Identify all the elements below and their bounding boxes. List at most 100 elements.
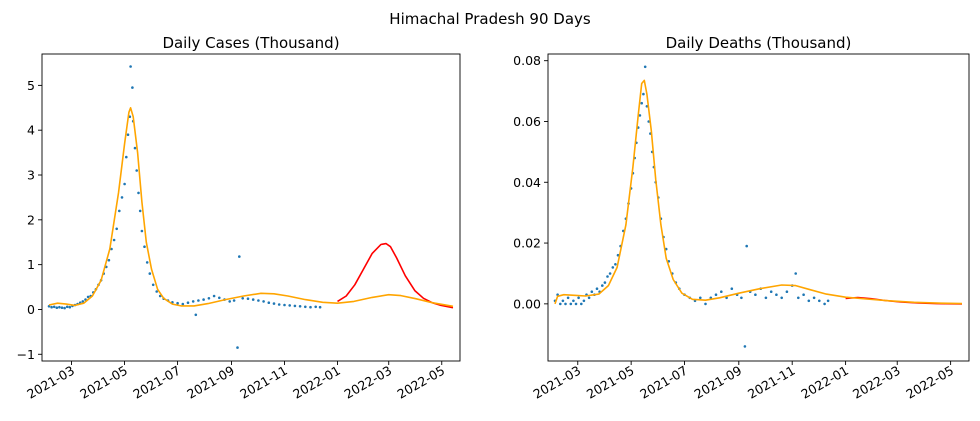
x-tick-label: 2022-05 (903, 363, 956, 402)
data-point (569, 302, 573, 306)
y-tick-label: 0 (27, 302, 35, 317)
data-point (785, 290, 789, 294)
data-point (720, 290, 723, 294)
plot-area-cases: −1 0 1 2 3 4 5 2021-03 2021-05 2021-07 2021-09 2021… (17, 53, 461, 402)
data-point (50, 305, 53, 309)
data-point (288, 304, 292, 307)
data-point (572, 299, 575, 303)
data-point (131, 86, 134, 89)
data-point (714, 293, 718, 297)
data-point (754, 293, 757, 297)
x-tick-label: 2022-05 (395, 363, 448, 402)
data-point (143, 245, 146, 248)
data-point (135, 169, 138, 172)
data-point (194, 313, 198, 317)
data-point (133, 146, 137, 150)
data-point (118, 209, 121, 213)
data-point (232, 299, 236, 302)
y-tick-label: 0.08 (513, 53, 541, 68)
data-point (120, 196, 124, 199)
data-point (58, 305, 61, 309)
data-point (138, 209, 142, 213)
data-point (251, 298, 255, 301)
data-point (642, 92, 645, 96)
data-point (115, 227, 118, 231)
data-point (574, 302, 578, 306)
data-point (797, 296, 800, 300)
x-tick-label: 2022-03 (342, 363, 395, 402)
y-tick-label: 1 (27, 257, 35, 272)
data-point (126, 133, 130, 136)
data-point (802, 293, 805, 297)
x-tick-label: 2021-05 (77, 363, 130, 402)
data-point (743, 345, 747, 348)
data-point (638, 114, 642, 117)
data-point (283, 303, 286, 307)
x-tick-label: 2021-03 (531, 363, 584, 402)
data-point (298, 305, 302, 308)
data-point (202, 298, 205, 301)
data-point (826, 299, 830, 303)
y-tick-label: 3 (27, 168, 35, 183)
data-point (293, 304, 297, 308)
fit-line (48, 107, 454, 308)
data-point (238, 255, 241, 258)
chart-daily-deaths: Daily Deaths (Thousand) 0.00 0.02 0.04 0.06… (513, 34, 970, 402)
data-point (595, 287, 599, 291)
data-point (314, 305, 318, 309)
y-tick-label: 0.04 (513, 175, 541, 190)
data-point (745, 244, 748, 248)
data-point (780, 296, 783, 300)
data-point (110, 247, 113, 251)
data-point (107, 258, 111, 262)
data-point (318, 305, 322, 309)
data-point (606, 275, 609, 278)
data-point (582, 299, 586, 303)
x-tick-label: 2021-07 (130, 363, 183, 402)
data-point (52, 305, 56, 309)
x-tick-label: 2021-11 (745, 363, 798, 402)
data-point (590, 290, 594, 294)
data-point (262, 300, 265, 303)
y-tick-label: 2 (27, 212, 35, 227)
data-point (125, 155, 128, 159)
data-point (145, 261, 149, 264)
data-point (304, 305, 307, 309)
x-tick-label: 2021-07 (637, 363, 690, 402)
data-point (68, 305, 72, 309)
x-tick-label: 2022-01 (290, 363, 343, 402)
data-point (191, 300, 195, 303)
data-point (725, 296, 728, 300)
data-point (55, 306, 59, 310)
data-point (63, 306, 66, 310)
data-point (807, 299, 811, 303)
data-point (241, 297, 244, 300)
data-point (212, 294, 216, 298)
data-point (699, 296, 702, 300)
data-point (587, 296, 591, 300)
fit-line (554, 79, 963, 305)
x-tick-label: 2021-05 (584, 363, 637, 402)
y-tick-label: 0.06 (513, 114, 541, 129)
y-tick-label: 0.00 (513, 296, 541, 311)
data-point (704, 302, 707, 306)
axes-frame (547, 53, 970, 362)
data-point (186, 301, 190, 305)
data-point (112, 238, 116, 242)
data-point (566, 296, 570, 300)
data-point (794, 272, 797, 275)
data-point (608, 272, 612, 275)
x-tick-label: 2021-09 (184, 363, 237, 402)
data-point (181, 302, 185, 306)
data-point (140, 229, 144, 233)
data-point (207, 297, 211, 300)
y-tick-label: 4 (27, 123, 35, 138)
data-point (246, 297, 250, 301)
data-point (236, 346, 239, 349)
data-point (611, 266, 615, 269)
data-point (640, 101, 643, 105)
data-point (228, 300, 231, 303)
data-point (561, 299, 565, 303)
